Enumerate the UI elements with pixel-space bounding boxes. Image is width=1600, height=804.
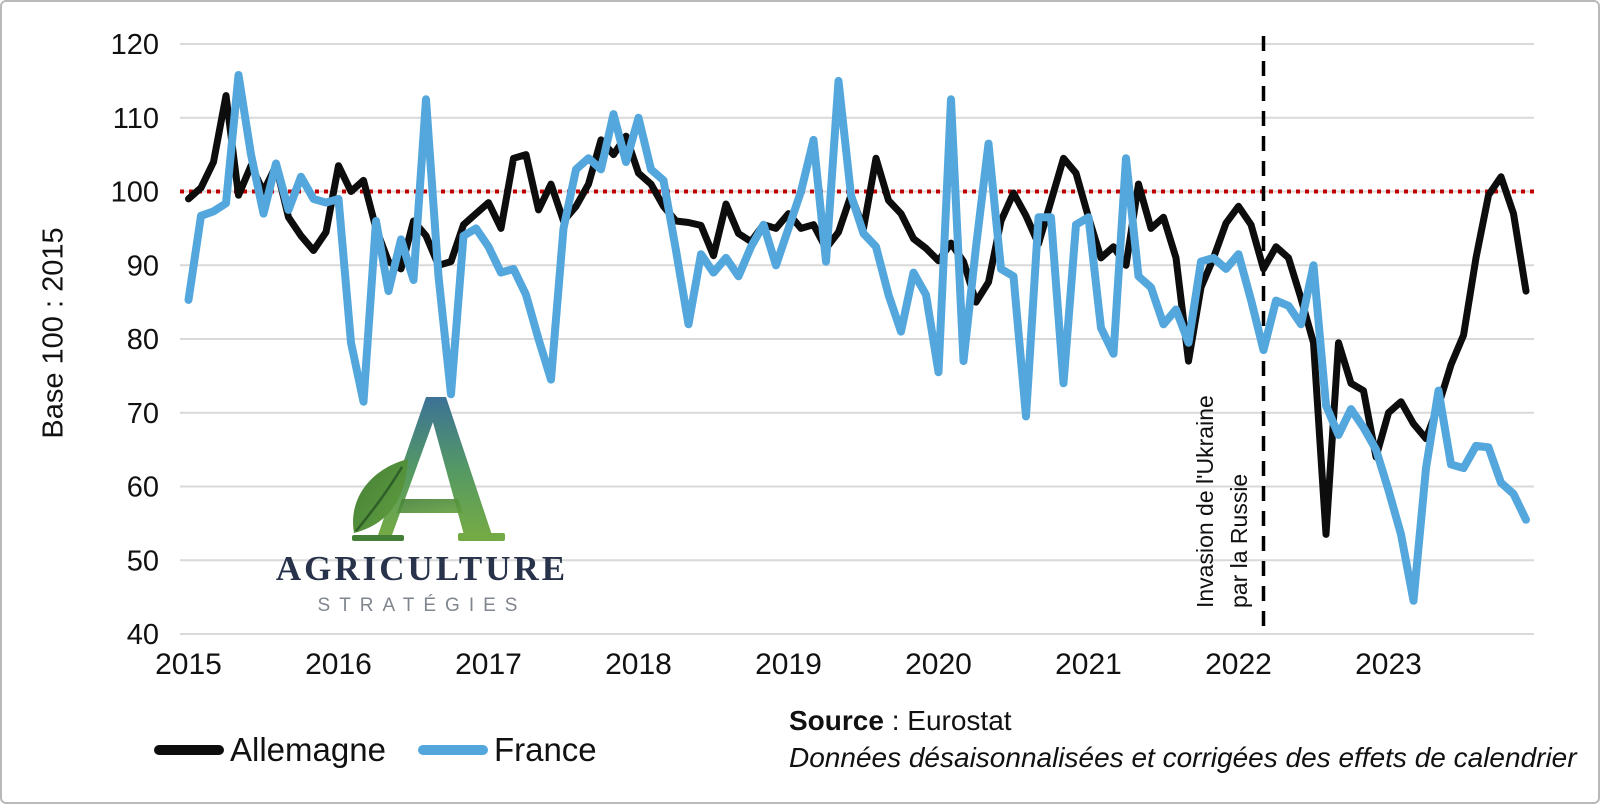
logo-title: AGRICULTURE: [275, 549, 569, 588]
legend-item-france: France: [417, 731, 597, 769]
y-tick-label: 60: [127, 472, 159, 504]
y-tick-label: 50: [127, 545, 159, 577]
source-separator: :: [883, 705, 908, 736]
y-axis-title: Base 100 : 2015: [37, 227, 70, 439]
legend-label-france: France: [493, 731, 597, 768]
x-tick-label: 2023: [1355, 648, 1422, 681]
y-tick-label: 110: [113, 103, 159, 135]
x-tick-label: 2018: [605, 648, 672, 681]
y-tick-label: 40: [127, 619, 159, 651]
y-tick-label: 90: [127, 250, 159, 282]
x-tick-label: 2017: [455, 648, 522, 681]
source-block: Source : Eurostat Données désaisonnalisé…: [789, 702, 1577, 776]
x-tick-label: 2022: [1205, 648, 1272, 681]
x-tick-label: 2020: [905, 648, 972, 681]
logo-subtitle: STRATÉGIES: [317, 595, 527, 616]
x-tick-label: 2016: [305, 648, 372, 681]
logo-monogram-icon: [351, 397, 505, 541]
source-name: Eurostat: [907, 705, 1012, 736]
legend-swatch-france: [417, 745, 488, 755]
y-tick-label: 70: [127, 398, 159, 430]
source-label: Source: [789, 705, 884, 736]
y-tick-label: 100: [111, 177, 159, 209]
series-france: [184, 71, 1530, 605]
chart-legend: Allemagne France: [154, 731, 597, 769]
legend-item-allemagne: Allemagne: [154, 731, 386, 769]
source-line: Source : Eurostat: [789, 702, 1577, 739]
source-note: Données désaisonnalisées et corrigées de…: [789, 742, 1577, 773]
y-tick-label: 120: [111, 29, 159, 61]
event-annotation-line2: par la Russie: [1226, 473, 1252, 608]
agriculture-strategies-logo: AGRICULTURE STRATÉGIES: [272, 395, 572, 617]
legend-swatch-allemagne: [154, 745, 224, 755]
event-annotation: Invasion de l'Ukraine par la Russie: [1188, 370, 1256, 608]
x-tick-label: 2021: [1055, 648, 1122, 681]
event-annotation-line1: Invasion de l'Ukraine: [1192, 395, 1218, 608]
y-tick-label: 80: [127, 324, 159, 356]
legend-label-allemagne: Allemagne: [230, 731, 386, 768]
x-tick-label: 2019: [755, 648, 822, 681]
x-tick-label: 2015: [155, 648, 222, 681]
